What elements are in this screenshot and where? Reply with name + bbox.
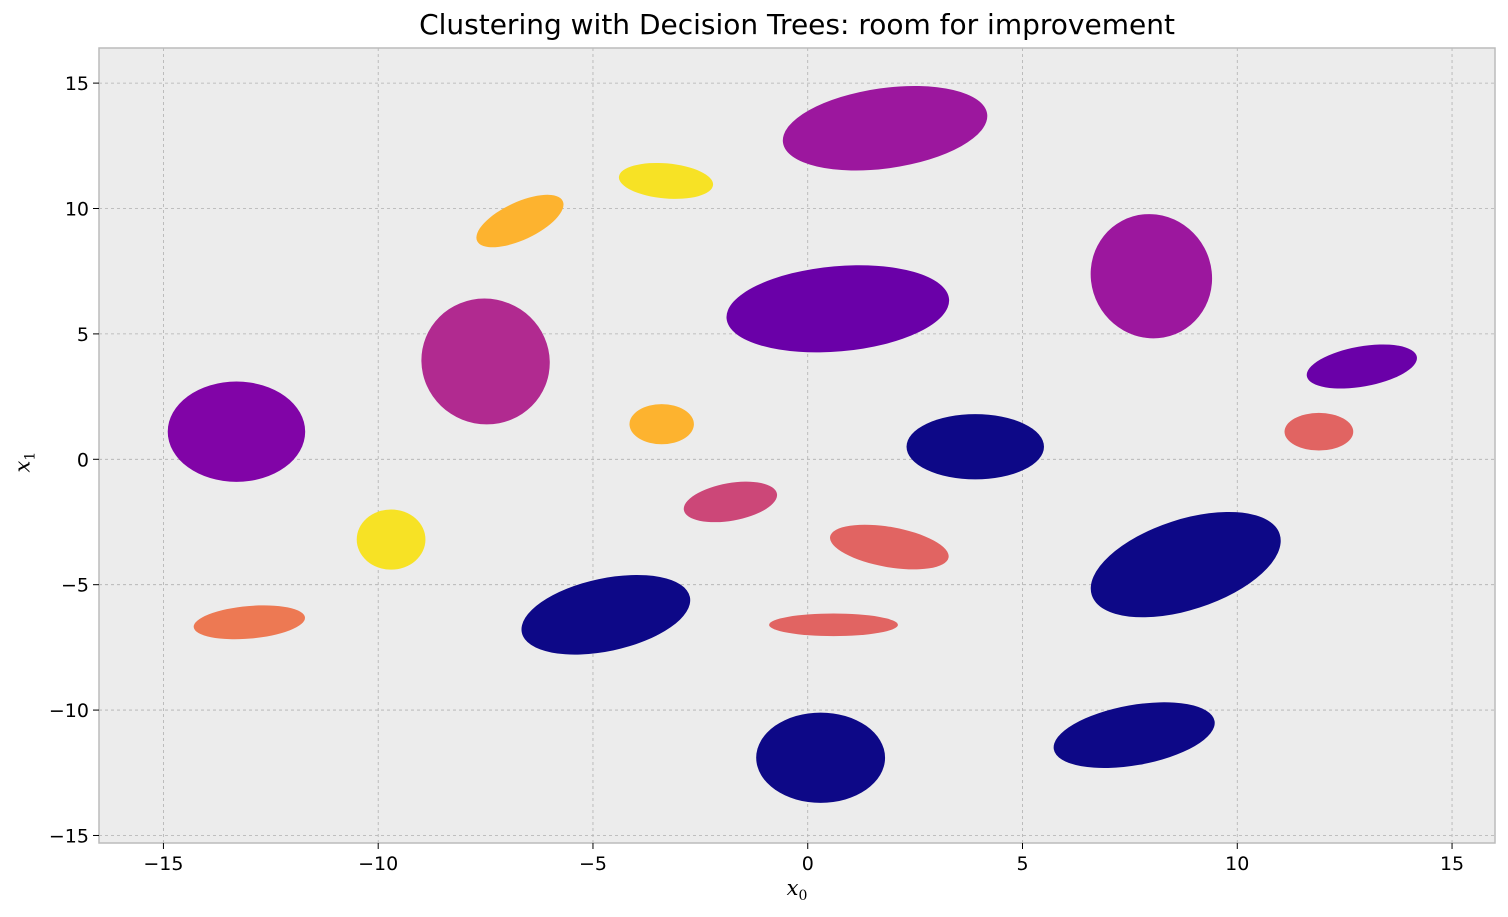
x-tick-label: 15 xyxy=(1440,853,1464,875)
scatter-cluster xyxy=(521,574,691,655)
x-tick-label: 10 xyxy=(1225,853,1249,875)
scatter-cluster xyxy=(1090,511,1281,618)
axis-ticks: −15 −10 −5 0 5 10 15 −15 −10 −5 0 5 10 15 xyxy=(49,73,1464,875)
y-tick-label: −10 xyxy=(49,700,89,722)
x-axis-label: x0 xyxy=(786,876,808,905)
scatter-cluster xyxy=(1090,214,1213,339)
y-axis-label: x1 xyxy=(10,451,39,473)
scatter-cluster xyxy=(476,194,564,248)
x-tick-label: −10 xyxy=(358,853,398,875)
scatter-cluster xyxy=(618,162,714,199)
scatter-cluster xyxy=(193,605,305,640)
scatter-cluster xyxy=(1053,702,1215,769)
y-tick-label: −5 xyxy=(61,575,89,597)
scatter-clusters xyxy=(167,86,1417,803)
scatter-cluster xyxy=(167,381,306,482)
scatter-cluster xyxy=(782,86,988,171)
scatter-cluster xyxy=(756,712,886,803)
chart-title: Clustering with Decision Trees: room for… xyxy=(419,8,1175,41)
y-tick-label: 5 xyxy=(77,324,89,346)
scatter-cluster xyxy=(769,613,898,637)
y-tick-label: 10 xyxy=(65,199,89,221)
x-tick-label: 5 xyxy=(1016,853,1028,875)
scatter-cluster xyxy=(1306,344,1417,389)
scatter-cluster xyxy=(906,414,1044,480)
scatter-cluster xyxy=(629,404,694,445)
x-tick-label: −5 xyxy=(579,853,607,875)
y-tick-label: 15 xyxy=(65,73,89,95)
y-tick-label: 0 xyxy=(77,449,89,471)
y-tick-label: −15 xyxy=(49,825,89,847)
x-tick-label: 0 xyxy=(802,853,814,875)
axes-frame xyxy=(98,47,1496,844)
axes-background xyxy=(99,48,1495,843)
scatter-cluster xyxy=(1284,412,1354,451)
scatter-cluster xyxy=(830,524,949,570)
scatter-cluster xyxy=(421,298,550,425)
scatter-cluster xyxy=(683,481,778,523)
scatter-cluster xyxy=(726,265,950,353)
scatter-cluster xyxy=(356,509,426,570)
x-tick-label: −15 xyxy=(143,853,183,875)
